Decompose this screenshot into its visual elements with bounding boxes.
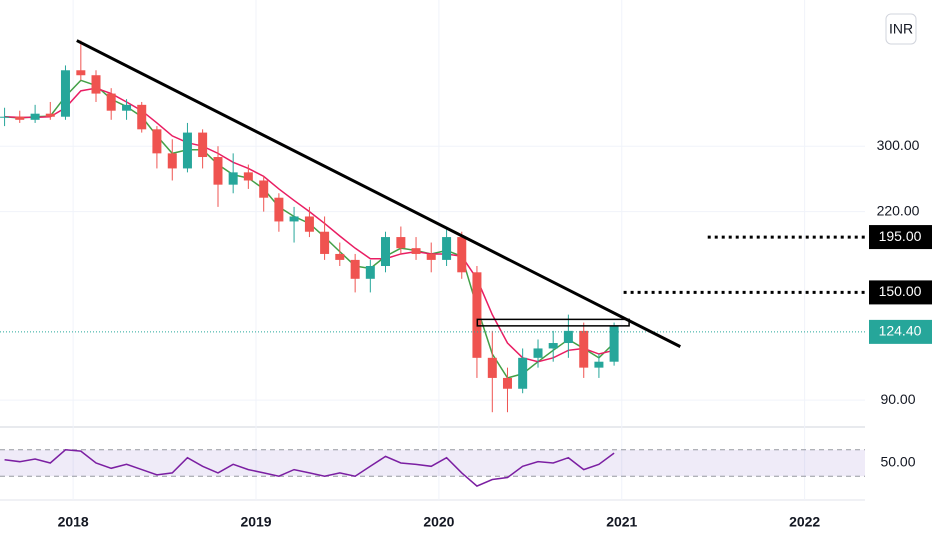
last-price-label: 124.40 <box>879 323 922 339</box>
candle-body <box>0 116 10 118</box>
candle-body <box>320 231 330 254</box>
rsi-line <box>4 449 615 487</box>
candle-body <box>198 132 208 158</box>
candle-body <box>243 172 253 181</box>
candle-body <box>335 253 345 260</box>
candle-body <box>472 272 482 358</box>
candle-body <box>30 113 40 120</box>
candle-body <box>426 253 436 260</box>
x-tick-label: 2019 <box>240 514 271 530</box>
y-tick-label: 300.00 <box>877 137 920 153</box>
candle-body <box>411 248 421 254</box>
x-tick-label: 2020 <box>423 514 454 530</box>
candle-body <box>579 330 589 368</box>
candle-body <box>60 70 70 117</box>
currency-button[interactable] <box>885 13 917 45</box>
candle-body <box>487 357 497 378</box>
candle-body <box>76 70 86 76</box>
candle-body <box>91 75 101 94</box>
candle-body <box>548 343 558 349</box>
y-tick-label: 90.00 <box>880 391 915 407</box>
candle-body <box>563 330 573 344</box>
candle-body <box>381 237 391 267</box>
level-price-label: 150.00 <box>879 283 922 299</box>
x-tick-label: 2018 <box>58 514 89 530</box>
candle-body <box>167 153 177 169</box>
x-tick-label: 2022 <box>789 514 820 530</box>
candle-body <box>213 157 223 185</box>
candle-body <box>15 116 25 120</box>
candle-body <box>106 93 116 111</box>
candle-body <box>152 129 162 154</box>
trendline <box>76 39 681 348</box>
candle-body <box>533 348 543 358</box>
candle-body <box>228 172 238 185</box>
candle-body <box>457 237 467 273</box>
last-price-tag <box>869 319 932 344</box>
candle-body <box>518 357 528 389</box>
candle-body <box>304 216 314 232</box>
candle-body <box>289 216 299 222</box>
candle-body <box>259 180 269 198</box>
candle-body <box>274 197 284 222</box>
candle-body <box>122 104 132 111</box>
range-box <box>476 318 630 327</box>
x-tick-label: 2021 <box>606 514 637 530</box>
candle-body <box>442 237 452 260</box>
candle-body <box>45 113 55 117</box>
candle-body <box>365 266 375 279</box>
candle-body <box>502 377 512 389</box>
level-price-tag <box>869 225 932 250</box>
y-tick-label: 220.00 <box>877 202 920 218</box>
level-price-tag <box>869 280 932 305</box>
candle-body <box>182 132 192 169</box>
rsi-tick-label: 50.00 <box>880 454 915 470</box>
level-price-label: 195.00 <box>879 228 922 244</box>
currency-label[interactable]: INR <box>889 21 913 37</box>
candle-body <box>350 259 360 279</box>
candle-body <box>609 325 619 362</box>
rsi-band <box>0 449 865 477</box>
candle-body <box>396 237 406 249</box>
candle-body <box>594 361 604 368</box>
candle-body <box>137 104 147 130</box>
